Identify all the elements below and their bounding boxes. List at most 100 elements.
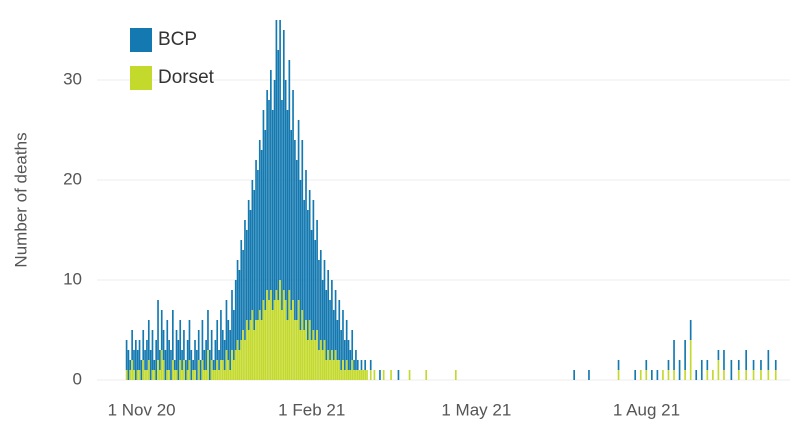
bar-segment <box>706 370 709 380</box>
bar-segment <box>297 120 300 300</box>
bar-segment <box>336 360 339 380</box>
bar-segment <box>207 310 209 350</box>
bar-segment <box>234 280 237 350</box>
bar-segment <box>245 320 248 380</box>
bar-segment <box>355 350 357 370</box>
bar-segment <box>138 370 141 380</box>
bar-segment <box>153 360 156 370</box>
bar-segment <box>129 370 132 380</box>
bar-segment <box>208 350 211 380</box>
bar-segment <box>175 330 178 370</box>
bar-segment <box>205 340 207 370</box>
bar-segment <box>155 340 158 380</box>
bar-segment <box>706 360 709 370</box>
bar-segment <box>201 360 204 380</box>
bar-segment <box>146 340 148 370</box>
bar-segment <box>356 360 359 370</box>
bar-segment <box>236 340 239 380</box>
bar-segment <box>353 370 355 380</box>
bar-segment <box>131 330 133 360</box>
bar-segment <box>183 360 185 380</box>
bar-segment <box>774 360 777 370</box>
bar-segment <box>454 370 457 380</box>
bar-segment <box>297 300 300 380</box>
bar-segment <box>242 250 244 330</box>
bar-segment <box>166 370 169 380</box>
bar-segment <box>188 360 191 380</box>
bar-segment <box>299 330 302 380</box>
bar-segment <box>220 360 222 380</box>
bar-segment <box>255 160 257 320</box>
bar-segment <box>260 320 263 380</box>
bar-segment <box>253 330 256 380</box>
bar-segment <box>292 90 294 300</box>
bar-segment <box>231 290 233 350</box>
bar-segment <box>295 160 298 320</box>
bar-segment <box>159 370 161 380</box>
bar-segment <box>266 90 268 290</box>
bar-segment <box>229 330 231 370</box>
bar-segment <box>358 370 361 380</box>
bar-segment <box>360 360 363 370</box>
bar-segment <box>745 350 747 370</box>
bar-segment <box>723 370 725 380</box>
bar-segment <box>270 290 272 380</box>
bar-segment <box>175 370 178 380</box>
bar-segment <box>140 360 143 380</box>
bar-segment <box>723 350 725 370</box>
bar-segment <box>305 320 307 380</box>
legend-label: Dorset <box>158 67 215 88</box>
bar-segment <box>179 360 182 380</box>
bar-segment <box>229 370 231 380</box>
bar-segment <box>181 370 183 380</box>
bar-segment <box>645 360 648 370</box>
bar-segment <box>147 360 150 380</box>
bar-segment <box>343 370 346 380</box>
bar-segment <box>312 200 315 330</box>
bar-segment <box>752 360 755 370</box>
bar-segment <box>684 370 686 380</box>
bar-segment <box>136 350 139 370</box>
bar-segment <box>192 370 195 380</box>
x-tick-label: 1 May 21 <box>441 400 511 419</box>
bar-segment <box>334 290 337 350</box>
y-tick-label: 10 <box>63 269 82 288</box>
bar-segment <box>284 80 287 300</box>
bar-segment <box>353 360 355 370</box>
bar-segment <box>327 350 330 380</box>
bar-segment <box>310 230 313 340</box>
bar-segment <box>334 350 337 380</box>
bar-segment <box>347 340 350 370</box>
bar-segment <box>271 110 274 310</box>
y-axis-label: Number of deaths <box>11 132 30 267</box>
bar-segment <box>752 370 755 380</box>
bar-segment <box>207 350 209 380</box>
bar-segment <box>196 350 198 380</box>
bars <box>125 20 777 380</box>
x-tick-label: 1 Nov 20 <box>108 400 176 419</box>
bar-segment <box>332 310 335 360</box>
bar-segment <box>186 370 189 380</box>
bar-segment <box>325 290 328 360</box>
bar-segment <box>266 290 268 380</box>
bar-segment <box>214 340 217 370</box>
bar-segment <box>197 330 200 360</box>
bar-segment <box>308 190 311 320</box>
bar-segment <box>349 370 352 380</box>
bar-segment <box>651 370 653 380</box>
bar-segment <box>151 330 154 370</box>
bar-segment <box>774 370 777 380</box>
bar-segment <box>277 300 280 380</box>
bar-segment <box>338 300 341 360</box>
bar-segment <box>194 370 196 380</box>
bar-segment <box>247 200 250 330</box>
bar-segment <box>197 360 200 380</box>
bar-segment <box>286 320 289 380</box>
bar-segment <box>133 370 135 380</box>
bar-segment <box>369 370 372 380</box>
bar-segment <box>271 310 274 380</box>
bar-segment <box>717 360 720 380</box>
bar-segment <box>233 310 235 360</box>
bar-segment <box>351 330 354 360</box>
bar-segment <box>268 300 270 380</box>
